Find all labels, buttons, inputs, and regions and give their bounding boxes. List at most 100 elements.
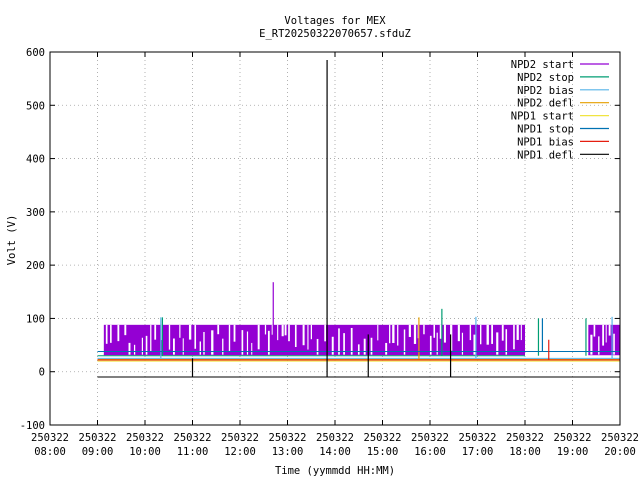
- y-tick-label: -100: [20, 420, 45, 432]
- axes: [49, 51, 621, 426]
- series-band-gap: [496, 332, 499, 355]
- series-band-gap: [233, 324, 236, 342]
- series-band-gap: [450, 324, 453, 351]
- series-band-gap: [188, 324, 192, 340]
- plot-area: [97, 59, 621, 378]
- legend-label: NPD2 stop: [517, 72, 574, 84]
- series-band-gap: [105, 324, 108, 344]
- x-tick-label-date: 250322: [316, 432, 354, 444]
- x-tick-label-date: 250322: [126, 432, 164, 444]
- series-band-gap: [145, 335, 148, 355]
- y-tick-labels: -100 0 100 200 300 400 500 600: [20, 47, 45, 432]
- series-band-gap: [350, 327, 353, 355]
- series-band-gap: [168, 324, 171, 350]
- series-band-gap: [222, 338, 224, 355]
- x-tick-label-time: 09:00: [82, 446, 114, 458]
- y-tick-label: 300: [26, 207, 45, 219]
- chart-title: Voltages for MEX: [284, 15, 386, 27]
- legend-label: NPD1 defl: [517, 149, 574, 161]
- y-tick-label: 500: [26, 100, 45, 112]
- series-band-gap: [590, 334, 593, 355]
- series-band-gap: [397, 324, 399, 346]
- series-band-gap: [211, 330, 214, 355]
- series-band-gap: [408, 324, 411, 337]
- x-tick-label-time: 15:00: [367, 446, 399, 458]
- x-tick-label-time: 08:00: [34, 446, 66, 458]
- series-band-gap: [217, 324, 220, 335]
- series-band-gap: [423, 324, 425, 335]
- series-npd2-stop: [98, 308, 621, 356]
- series-band-gap: [203, 331, 205, 355]
- series-band-gap: [608, 324, 611, 336]
- x-tick-label-time: 16:00: [414, 446, 446, 458]
- series-band-gap: [357, 344, 360, 355]
- series-band-gap: [194, 324, 197, 349]
- x-tick-label-date: 250322: [411, 432, 449, 444]
- series-band-gap: [141, 337, 143, 355]
- series-band-gap: [173, 338, 175, 355]
- series-band-gap: [277, 324, 279, 341]
- series-band-gap: [124, 324, 127, 336]
- series-band-gap: [370, 337, 373, 355]
- x-tick-label-time: 14:00: [319, 446, 351, 458]
- series-band-gap: [513, 324, 515, 350]
- series-band-gap: [294, 324, 297, 348]
- series-band-gap: [154, 324, 157, 340]
- y-tick-label: 200: [26, 260, 45, 272]
- x-tick-label-date: 250322: [506, 432, 544, 444]
- x-tick-label-time: 12:00: [224, 446, 256, 458]
- series-band-gap: [324, 324, 327, 342]
- series-band-gap: [436, 332, 438, 355]
- series-band-gap: [363, 338, 366, 355]
- chart-subtitle: E_RT20250322070657.sfduZ: [259, 28, 411, 40]
- x-tick-label-time: 11:00: [177, 446, 209, 458]
- x-tick-label-date: 250322: [364, 432, 402, 444]
- series-npd1-bias: [97, 339, 620, 361]
- series-band-gap: [310, 324, 313, 340]
- series-band-gap: [605, 324, 607, 343]
- x-tick-label-time: 13:00: [272, 446, 304, 458]
- series-band-gap: [271, 324, 274, 335]
- x-tick-label-time: 18:00: [509, 446, 541, 458]
- series-band-gap: [179, 324, 181, 338]
- x-tick-label-date: 250322: [174, 432, 212, 444]
- series-band-gap: [429, 335, 432, 355]
- y-tick-label: 100: [26, 313, 45, 325]
- series-band-gap: [257, 324, 260, 350]
- series-band-gap: [392, 324, 395, 343]
- x-tick-label-date: 250322: [459, 432, 497, 444]
- series-band-gap: [501, 324, 504, 341]
- series-npd2-start: [103, 282, 620, 356]
- series-band-gap: [439, 324, 442, 339]
- x-tick-label-time: 19:00: [557, 446, 589, 458]
- series-band-gap: [251, 342, 253, 355]
- series-band-gap: [457, 324, 460, 342]
- series-band-gap: [302, 324, 305, 346]
- series-band-gap: [281, 324, 284, 337]
- series-band-gap: [389, 324, 391, 344]
- x-tick-label-date: 250322: [601, 432, 639, 444]
- x-tick-label-time: 17:00: [462, 446, 494, 458]
- series-band: [588, 324, 620, 355]
- series-band-gap: [480, 324, 482, 345]
- series-band-gap: [520, 324, 522, 341]
- y-axis-label: Volt (V): [6, 215, 18, 266]
- x-tick-label-time: 10:00: [129, 446, 161, 458]
- x-tick-label-date: 250322: [79, 432, 117, 444]
- x-tick-label-time: 20:00: [604, 446, 636, 458]
- series-band-gap: [491, 324, 494, 344]
- series-band-gap: [385, 342, 388, 355]
- series-band-gap: [133, 344, 136, 355]
- x-tick-labels: 250322 08:00 250322 09:00 250322 10:00 250322 1…: [31, 432, 639, 458]
- legend-label: NPD2 bias: [517, 85, 574, 97]
- series-band-gap: [602, 324, 605, 346]
- series-band-gap: [199, 341, 201, 355]
- y-tick-label: 600: [26, 47, 45, 59]
- series-band: [103, 324, 525, 355]
- series-band-gap: [338, 328, 340, 355]
- series-band-gap: [433, 324, 436, 338]
- series-band-gap: [403, 329, 406, 355]
